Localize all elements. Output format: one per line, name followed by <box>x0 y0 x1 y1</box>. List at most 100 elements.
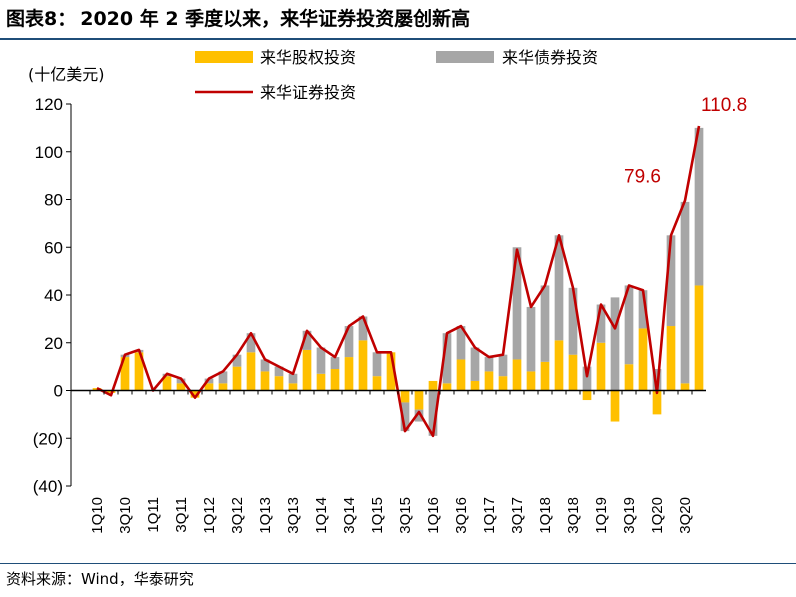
x-tick-label: 1Q14 <box>313 497 330 534</box>
securities-line <box>96 125 701 438</box>
x-tick-label: 1Q12 <box>201 497 218 534</box>
x-tick-label: 1Q15 <box>369 497 386 534</box>
x-tick-label: 1Q17 <box>481 497 498 534</box>
equity-bar <box>330 369 340 391</box>
bond-bar <box>526 306 536 372</box>
bond-bar <box>540 285 550 362</box>
x-tick-label: 1Q11 <box>145 497 162 533</box>
equity-bar <box>554 340 564 391</box>
bond-bar <box>582 366 592 391</box>
legend-line-label: 来华证券投资 <box>260 83 356 102</box>
equity-bar <box>358 340 368 391</box>
bond-bar <box>554 235 564 341</box>
equity-bar <box>260 371 270 391</box>
bond-bar <box>260 359 270 372</box>
equity-bar <box>218 383 228 391</box>
title-rule <box>0 38 796 40</box>
annotations: 79.6 110.8 <box>624 95 747 187</box>
bond-bar <box>624 285 634 365</box>
y-tick-label: 60 <box>44 238 63 257</box>
equity-bar <box>652 390 662 415</box>
bond-bar <box>456 326 466 360</box>
y-tick-label: (20) <box>33 429 63 448</box>
bond-bar <box>568 287 578 355</box>
bond-bar <box>246 333 256 353</box>
bond-bar <box>442 333 452 384</box>
equity-bar <box>176 383 186 391</box>
x-tick-label: 1Q18 <box>537 497 554 534</box>
equity-bar <box>302 349 312 391</box>
bond-bar <box>428 390 438 436</box>
equity-bar <box>372 376 382 391</box>
bond-bar <box>372 352 382 377</box>
x-tick-label: 3Q10 <box>117 497 134 534</box>
equity-bar <box>456 359 466 391</box>
equity-bar <box>610 390 620 422</box>
bond-bar <box>274 366 284 377</box>
x-tick-label: 3Q16 <box>453 497 470 534</box>
equity-bar <box>624 364 634 391</box>
bond-bar <box>176 378 186 384</box>
axis-layer: (十亿美元) (40) (20) 0 20 40 60 80 100 120 1Q10 3Q10 1Q1… <box>28 65 706 534</box>
bond-bar <box>204 378 214 384</box>
y-tick-label: 120 <box>35 95 63 114</box>
y-tick-label: 80 <box>44 191 63 210</box>
equity-bar <box>400 390 410 403</box>
equity-bar <box>694 285 704 391</box>
x-tick-label: 3Q18 <box>565 497 582 534</box>
x-tick-label: 1Q16 <box>425 497 442 534</box>
equity-bar <box>288 383 298 391</box>
bond-bar <box>498 354 508 377</box>
bond-bar <box>470 347 480 381</box>
bond-bar <box>358 316 368 341</box>
bond-bar <box>218 371 228 384</box>
value-annotation: 110.8 <box>701 95 747 116</box>
bond-bar <box>232 354 242 367</box>
x-tick-label: 3Q15 <box>397 497 414 534</box>
bond-bar <box>344 326 354 358</box>
equity-bar <box>386 352 396 391</box>
source-rule <box>0 563 796 564</box>
x-tick-label: 3Q20 <box>677 497 694 534</box>
y-tick-label: 100 <box>35 143 63 162</box>
equity-bar <box>680 383 690 391</box>
equity-bar <box>596 342 606 391</box>
equity-bar <box>414 390 424 410</box>
bond-bar <box>666 235 676 327</box>
bond-bar <box>316 347 326 374</box>
equity-bar <box>232 366 242 391</box>
x-tick-label: 3Q19 <box>621 497 638 534</box>
figure-title: 图表8： 2020 年 2 季度以来，来华证券投资屡创新高 <box>6 4 470 31</box>
legend-bond-label: 来华债券投资 <box>502 48 598 67</box>
value-annotation: 79.6 <box>624 166 661 187</box>
y-tick-label: 40 <box>44 286 63 305</box>
figure-label: 图表8： <box>6 8 77 30</box>
x-tick-label: 1Q19 <box>593 497 610 534</box>
equity-bar <box>484 371 494 391</box>
equity-bar <box>162 376 172 391</box>
equity-bar <box>526 371 536 391</box>
x-tick-label: 3Q13 <box>285 497 302 534</box>
equity-bar <box>428 380 438 391</box>
bond-bar <box>694 127 704 286</box>
equity-bar <box>344 357 354 391</box>
line-layer <box>96 125 701 438</box>
figure-title-text: 2020 年 2 季度以来，来华证券投资屡创新高 <box>80 8 471 30</box>
bond-bar <box>638 290 648 329</box>
equity-bar <box>638 328 648 391</box>
bond-bar <box>512 247 522 360</box>
equity-bar <box>470 380 480 391</box>
equity-bar <box>316 373 326 391</box>
equity-bar <box>512 359 522 391</box>
bond-bar <box>288 373 298 384</box>
bond-bar <box>400 402 410 432</box>
x-tick-label: 3Q14 <box>341 497 358 534</box>
bond-bar <box>610 297 620 391</box>
bond-bar <box>680 201 690 384</box>
equity-bar <box>540 361 550 391</box>
equity-bar <box>274 376 284 391</box>
y-tick-label: 20 <box>44 334 63 353</box>
equity-bar <box>666 326 676 391</box>
